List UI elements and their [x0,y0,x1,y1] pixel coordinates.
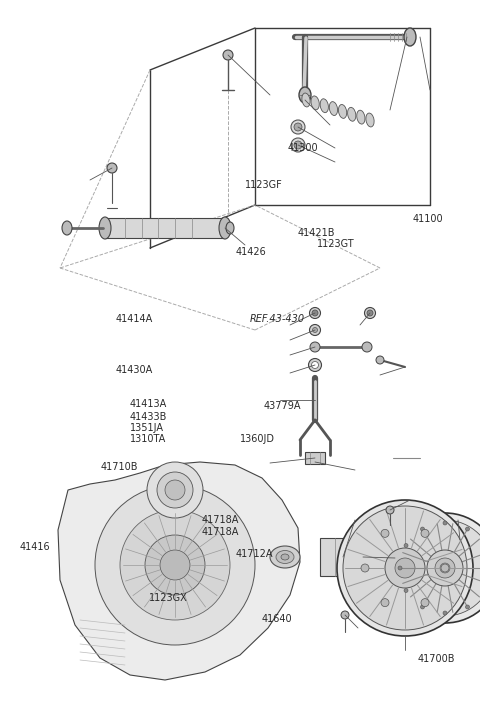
Ellipse shape [281,554,289,560]
Circle shape [440,563,450,573]
Circle shape [341,611,349,619]
Ellipse shape [226,222,234,234]
Circle shape [466,527,469,531]
Ellipse shape [291,120,305,134]
Text: 1123GT: 1123GT [317,239,354,249]
Ellipse shape [357,110,365,124]
Circle shape [441,564,449,572]
Ellipse shape [366,113,374,127]
Circle shape [95,485,255,645]
Ellipse shape [364,307,375,319]
Circle shape [107,163,117,173]
Circle shape [165,480,185,500]
Text: 41430A: 41430A [115,365,153,375]
Circle shape [381,599,389,606]
Circle shape [120,510,230,620]
Circle shape [385,548,425,588]
Text: 1310TA: 1310TA [130,434,166,444]
Circle shape [386,506,394,514]
Ellipse shape [291,138,305,152]
Circle shape [390,513,480,623]
Circle shape [427,550,463,586]
Ellipse shape [311,96,319,110]
Ellipse shape [367,310,373,316]
Circle shape [362,342,372,352]
Ellipse shape [309,359,322,372]
Circle shape [361,564,369,572]
Text: 41300: 41300 [288,143,319,153]
Text: 41416: 41416 [19,542,50,552]
Text: 41414A: 41414A [115,314,153,324]
Circle shape [420,527,424,531]
Circle shape [435,558,455,578]
Bar [305,452,325,464]
Circle shape [147,462,203,518]
Text: 41413A: 41413A [130,399,167,409]
Text: 1123GF: 1123GF [245,180,283,190]
Circle shape [145,535,205,595]
Ellipse shape [329,102,337,116]
Ellipse shape [338,104,347,118]
Text: 41426: 41426 [235,247,266,257]
Text: 41700B: 41700B [418,654,455,664]
Text: 41640: 41640 [262,614,292,624]
Circle shape [443,521,447,525]
Ellipse shape [356,548,371,566]
Ellipse shape [219,217,231,239]
Ellipse shape [294,123,302,131]
Polygon shape [58,462,300,680]
Ellipse shape [276,551,294,563]
Circle shape [404,589,408,592]
Circle shape [376,356,384,364]
Ellipse shape [350,542,375,572]
Bar [105,218,225,238]
Ellipse shape [312,328,317,333]
Text: 41718A: 41718A [202,527,239,537]
Circle shape [466,605,469,609]
Text: 41710B: 41710B [101,462,138,472]
Circle shape [343,506,467,630]
Circle shape [381,529,389,537]
Ellipse shape [404,28,416,46]
Circle shape [421,529,429,537]
Ellipse shape [302,93,310,107]
Text: 41421B: 41421B [298,228,335,238]
Text: 41718A: 41718A [202,515,239,525]
Text: 41433B: 41433B [130,412,167,422]
Ellipse shape [312,362,319,369]
Bar [320,538,365,576]
Circle shape [223,50,233,60]
Text: 1123GX: 1123GX [149,593,188,603]
Ellipse shape [299,87,311,103]
Text: 1360JD: 1360JD [240,434,275,444]
Circle shape [395,558,415,578]
Ellipse shape [310,324,321,336]
Circle shape [310,342,320,352]
Ellipse shape [320,99,328,113]
Circle shape [397,520,480,616]
Text: 1351JA: 1351JA [130,423,164,433]
Circle shape [157,472,193,508]
Text: 41100: 41100 [413,214,444,223]
Ellipse shape [360,553,367,561]
Circle shape [404,544,408,548]
Ellipse shape [62,221,72,235]
Circle shape [398,566,402,570]
Text: 43779A: 43779A [264,401,301,411]
Circle shape [160,550,190,580]
Text: 41712A: 41712A [235,549,273,559]
Circle shape [337,500,473,636]
Ellipse shape [99,217,111,239]
Text: REF.43-430: REF.43-430 [250,314,305,324]
Ellipse shape [348,107,356,121]
Ellipse shape [310,307,321,319]
Ellipse shape [312,310,318,316]
Ellipse shape [270,546,300,568]
Circle shape [421,599,429,606]
Circle shape [443,611,447,615]
Circle shape [420,605,424,609]
Ellipse shape [294,141,302,149]
